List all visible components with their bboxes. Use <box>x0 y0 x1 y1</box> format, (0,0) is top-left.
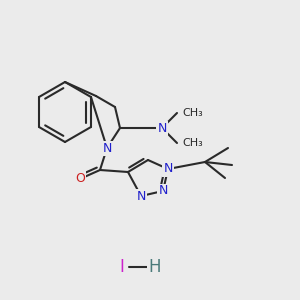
Text: N: N <box>157 122 167 134</box>
Text: N: N <box>163 163 173 176</box>
Text: CH₃: CH₃ <box>182 138 203 148</box>
Text: H: H <box>149 258 161 276</box>
Text: N: N <box>136 190 146 202</box>
Text: O: O <box>75 172 85 184</box>
Text: N: N <box>102 142 112 154</box>
Text: CH₃: CH₃ <box>182 108 203 118</box>
Text: I: I <box>120 258 124 276</box>
Text: N: N <box>158 184 168 197</box>
